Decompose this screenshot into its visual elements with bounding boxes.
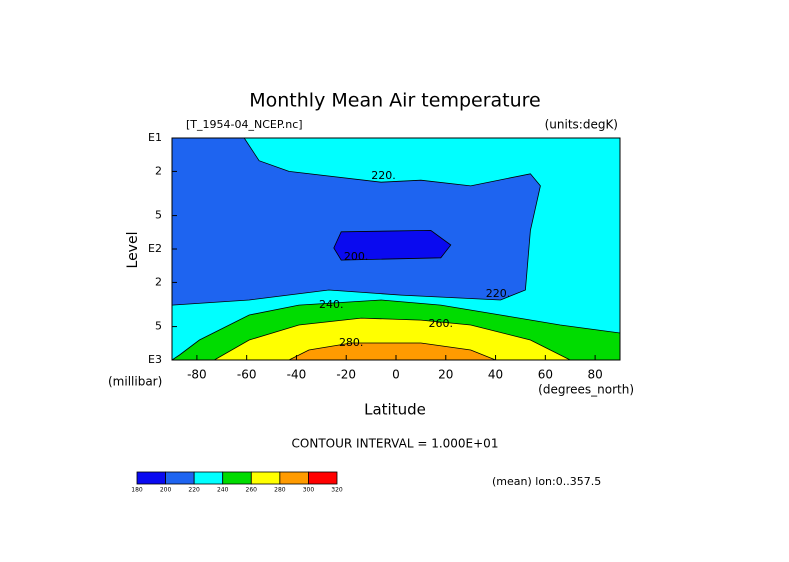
x-tick-label: 0 [392, 368, 400, 382]
chart-title: Monthly Mean Air temperature [249, 90, 540, 112]
colorbar-label: 300 [303, 487, 315, 494]
colorbar-label: 200 [160, 487, 172, 494]
colorbar-swatch [193, 471, 224, 485]
x-tick-label: 40 [488, 368, 503, 382]
y-tick-label: E3 [148, 353, 162, 366]
footnote: (mean) lon:0..357.5 [492, 475, 601, 488]
y-axis-unit: (millibar) [108, 375, 162, 389]
x-axis-label: Latitude [364, 401, 426, 419]
contour-interval: CONTOUR INTERVAL = 1.000E+01 [292, 437, 499, 451]
contour-region [213, 317, 571, 360]
x-tick-label: 60 [538, 368, 553, 382]
colorbar-label: 320 [331, 487, 343, 494]
x-tick-label: 20 [438, 368, 453, 382]
x-tick-label: -20 [336, 368, 356, 382]
contour-region [288, 342, 496, 360]
x-tick-label: 80 [587, 368, 602, 382]
contour-label: 260. [429, 317, 454, 330]
colorbar-swatch [222, 471, 252, 485]
x-tick-label: -60 [237, 368, 257, 382]
colorbar-swatch [250, 471, 281, 485]
y-axis-label: Level [125, 232, 141, 269]
y-tick-label: 5 [155, 320, 162, 333]
colorbar-swatch [279, 471, 309, 485]
x-tick-label: -80 [187, 368, 207, 382]
colorbar-label: 260 [246, 487, 258, 494]
colorbar-label: 280 [274, 487, 286, 494]
y-tick-label: 2 [155, 275, 162, 288]
y-tick-label: 5 [155, 209, 162, 222]
y-tick-label: E1 [148, 131, 162, 144]
colorbar-swatch [308, 471, 338, 485]
plot-area [172, 138, 620, 360]
contour-label: 220. [371, 169, 396, 182]
x-tick-label: -40 [287, 368, 307, 382]
x-axis-unit: (degrees_north) [538, 383, 634, 397]
contour-label: 220. [486, 287, 511, 300]
contour-region [172, 138, 541, 306]
contour-label: 280. [339, 336, 364, 349]
contour-region [333, 229, 452, 261]
colorbar-label: 240 [217, 487, 229, 494]
contour-label: 240. [319, 298, 344, 311]
colorbar-label: 220 [188, 487, 200, 494]
subtitle-left: [T_1954-04_NCEP.nc] [186, 118, 303, 131]
contour-label: 200. [344, 250, 369, 263]
y-tick-label: E2 [148, 242, 162, 255]
colorbar-swatch [165, 471, 195, 485]
colorbar-swatch [136, 471, 166, 485]
colorbar-label: 180 [131, 487, 143, 494]
y-tick-label: 2 [155, 164, 162, 177]
subtitle-right: (units:degK) [545, 118, 618, 132]
